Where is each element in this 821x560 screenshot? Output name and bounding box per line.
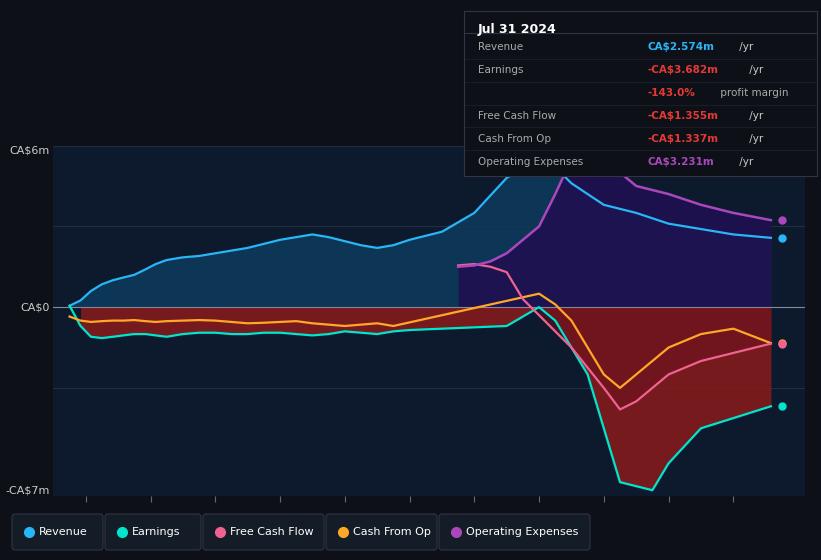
Text: -CA$1.355m: -CA$1.355m: [648, 111, 718, 121]
FancyBboxPatch shape: [12, 514, 103, 550]
Text: /yr: /yr: [736, 43, 754, 53]
Text: -CA$3.682m: -CA$3.682m: [648, 66, 718, 75]
FancyBboxPatch shape: [105, 514, 201, 550]
Text: -143.0%: -143.0%: [648, 88, 695, 98]
Text: Operating Expenses: Operating Expenses: [478, 157, 583, 167]
Text: CA$6m: CA$6m: [9, 146, 49, 156]
Text: CA$2.574m: CA$2.574m: [648, 43, 714, 53]
Text: Cash From Op: Cash From Op: [478, 134, 551, 144]
Text: Earnings: Earnings: [132, 527, 181, 537]
Text: CA$0: CA$0: [21, 302, 49, 312]
FancyBboxPatch shape: [326, 514, 437, 550]
Text: CA$3.231m: CA$3.231m: [648, 157, 714, 167]
Text: Revenue: Revenue: [478, 43, 523, 53]
Text: Jul 31 2024: Jul 31 2024: [478, 23, 557, 36]
Text: Operating Expenses: Operating Expenses: [466, 527, 578, 537]
Text: Cash From Op: Cash From Op: [353, 527, 431, 537]
Text: /yr: /yr: [746, 134, 764, 144]
Text: Revenue: Revenue: [39, 527, 88, 537]
Text: Free Cash Flow: Free Cash Flow: [478, 111, 556, 121]
Text: Earnings: Earnings: [478, 66, 524, 75]
Text: /yr: /yr: [736, 157, 754, 167]
FancyBboxPatch shape: [203, 514, 324, 550]
Text: /yr: /yr: [746, 111, 764, 121]
Text: /yr: /yr: [746, 66, 764, 75]
Text: profit margin: profit margin: [717, 88, 788, 98]
FancyBboxPatch shape: [439, 514, 590, 550]
Text: -CA$1.337m: -CA$1.337m: [648, 134, 718, 144]
Text: Free Cash Flow: Free Cash Flow: [230, 527, 314, 537]
Text: -CA$7m: -CA$7m: [5, 486, 49, 496]
